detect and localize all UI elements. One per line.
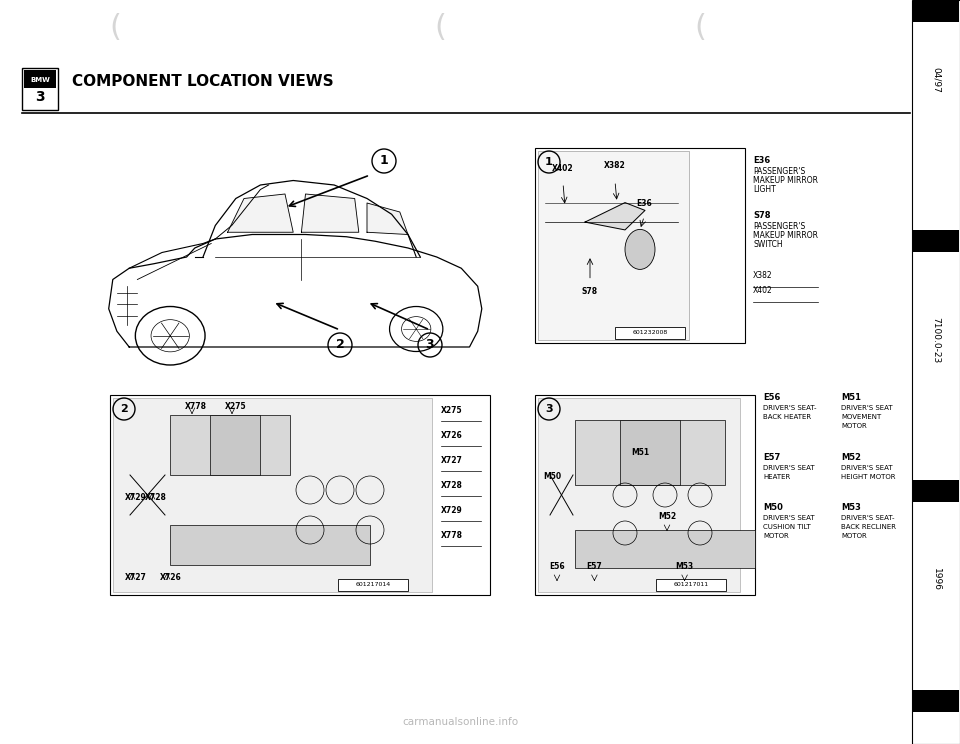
Text: E36: E36 xyxy=(753,156,770,165)
Bar xyxy=(656,579,726,591)
Bar xyxy=(913,480,959,502)
Text: 2: 2 xyxy=(336,339,345,351)
Text: M50: M50 xyxy=(763,503,782,512)
Text: BMW: BMW xyxy=(30,77,50,83)
Text: 601217014: 601217014 xyxy=(355,583,391,588)
Text: E56: E56 xyxy=(763,393,780,402)
Text: S78: S78 xyxy=(753,211,771,220)
Text: E56: E56 xyxy=(549,562,564,571)
Text: DRIVER'S SEAT: DRIVER'S SEAT xyxy=(763,515,815,521)
Text: MOVEMENT: MOVEMENT xyxy=(841,414,881,420)
Text: 601232008: 601232008 xyxy=(633,330,667,336)
Bar xyxy=(338,579,408,591)
Text: E57: E57 xyxy=(587,562,602,571)
Text: S78: S78 xyxy=(582,287,598,296)
Text: E57: E57 xyxy=(763,453,780,462)
Text: MOTOR: MOTOR xyxy=(841,533,867,539)
Text: M53: M53 xyxy=(676,562,694,571)
Text: E36: E36 xyxy=(636,199,652,208)
Text: X778: X778 xyxy=(185,402,207,411)
Text: MOTOR: MOTOR xyxy=(841,423,867,429)
Text: X275: X275 xyxy=(225,402,247,411)
Polygon shape xyxy=(228,194,293,232)
Text: X778: X778 xyxy=(441,531,463,540)
Bar xyxy=(210,415,260,475)
Bar xyxy=(575,420,725,485)
Text: X402: X402 xyxy=(753,286,773,295)
Text: X726: X726 xyxy=(441,431,463,440)
Bar xyxy=(535,148,745,343)
Text: X729: X729 xyxy=(441,506,463,515)
Text: M52: M52 xyxy=(841,453,861,462)
Text: (: ( xyxy=(694,13,706,42)
Text: 3: 3 xyxy=(425,339,434,351)
Bar xyxy=(620,420,680,485)
Text: 601217011: 601217011 xyxy=(673,583,708,588)
Text: 3: 3 xyxy=(545,404,553,414)
Text: DRIVER'S SEAT: DRIVER'S SEAT xyxy=(841,465,893,471)
Text: PASSENGER'S: PASSENGER'S xyxy=(753,167,805,176)
Text: carmanualsonline.info: carmanualsonline.info xyxy=(403,717,518,727)
Text: MAKEUP MIRROR: MAKEUP MIRROR xyxy=(753,231,818,240)
Text: M50: M50 xyxy=(543,472,562,481)
Text: 3: 3 xyxy=(36,90,45,104)
Polygon shape xyxy=(585,202,645,230)
Text: DRIVER'S SEAT-: DRIVER'S SEAT- xyxy=(841,515,895,521)
Text: SWITCH: SWITCH xyxy=(753,240,782,249)
Bar xyxy=(575,530,755,568)
Text: M51: M51 xyxy=(632,448,650,457)
Bar xyxy=(913,0,959,22)
Text: MOTOR: MOTOR xyxy=(763,533,789,539)
Bar xyxy=(22,68,58,110)
Text: MAKEUP MIRROR: MAKEUP MIRROR xyxy=(753,176,818,185)
Bar xyxy=(913,230,959,252)
Text: X727: X727 xyxy=(441,456,463,465)
Bar xyxy=(913,690,959,712)
Text: M52: M52 xyxy=(658,512,676,521)
Text: 2: 2 xyxy=(120,404,128,414)
Bar xyxy=(538,398,740,592)
Bar xyxy=(614,327,684,339)
Text: X402: X402 xyxy=(552,164,574,173)
Bar xyxy=(110,395,490,595)
Text: DRIVER'S SEAT-: DRIVER'S SEAT- xyxy=(763,405,817,411)
Text: 7100.0-23: 7100.0-23 xyxy=(931,317,941,363)
Text: M53: M53 xyxy=(841,503,861,512)
Polygon shape xyxy=(367,203,408,234)
Text: PASSENGER'S: PASSENGER'S xyxy=(753,222,805,231)
Text: X382: X382 xyxy=(604,161,626,170)
Bar xyxy=(170,415,290,475)
Text: (: ( xyxy=(434,13,446,42)
Text: BACK HEATER: BACK HEATER xyxy=(763,414,811,420)
Text: 1: 1 xyxy=(379,155,389,167)
Bar xyxy=(24,70,56,88)
Text: DRIVER'S SEAT: DRIVER'S SEAT xyxy=(763,465,815,471)
Ellipse shape xyxy=(625,229,655,269)
Text: 1: 1 xyxy=(545,157,553,167)
Text: X726: X726 xyxy=(160,573,181,582)
Bar xyxy=(535,395,755,595)
Text: 1996: 1996 xyxy=(931,568,941,591)
Text: M51: M51 xyxy=(841,393,861,402)
Text: HEIGHT MOTOR: HEIGHT MOTOR xyxy=(841,474,896,480)
Polygon shape xyxy=(301,194,359,232)
Text: HEATER: HEATER xyxy=(763,474,790,480)
Text: X382: X382 xyxy=(753,271,773,280)
Bar xyxy=(170,525,370,565)
Bar xyxy=(538,151,689,340)
Text: X728: X728 xyxy=(441,481,463,490)
Text: X729: X729 xyxy=(125,493,147,502)
Text: (: ( xyxy=(109,13,121,42)
Text: CUSHION TILT: CUSHION TILT xyxy=(763,524,811,530)
Text: 04/97: 04/97 xyxy=(931,67,941,93)
Bar xyxy=(912,0,960,744)
Text: DRIVER'S SEAT: DRIVER'S SEAT xyxy=(841,405,893,411)
Text: X275: X275 xyxy=(441,406,463,415)
Text: X727: X727 xyxy=(125,573,147,582)
Text: X728: X728 xyxy=(145,493,167,502)
Bar xyxy=(113,398,432,592)
Text: BACK RECLINER: BACK RECLINER xyxy=(841,524,896,530)
Text: LIGHT: LIGHT xyxy=(753,185,776,194)
Text: COMPONENT LOCATION VIEWS: COMPONENT LOCATION VIEWS xyxy=(72,74,334,89)
